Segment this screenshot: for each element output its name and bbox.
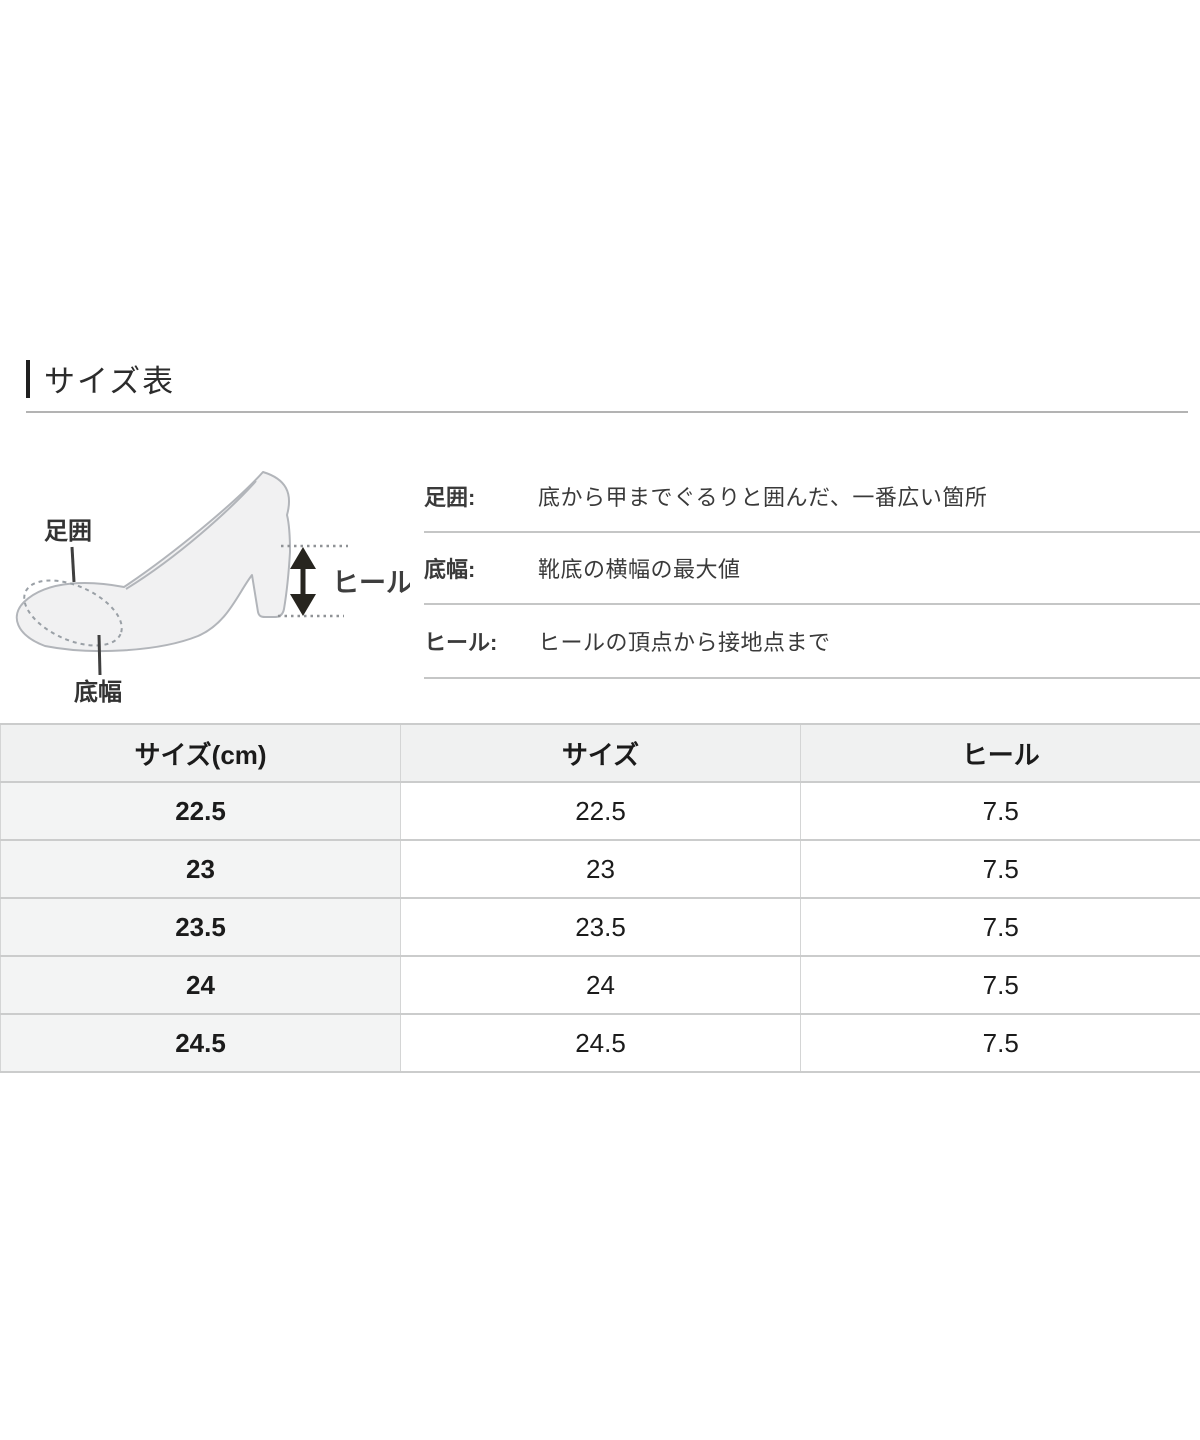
title-underline — [26, 411, 1188, 413]
title-block: サイズ表 — [26, 356, 175, 401]
table-row: 22.5 22.5 7.5 — [0, 781, 1200, 841]
size-cell: 23.5 — [400, 897, 801, 957]
sole-width-pointer-line — [97, 634, 102, 676]
toe-girth-dashed-ellipse — [23, 579, 123, 647]
column-header-size: サイズ — [400, 723, 801, 783]
definition-row-foot-girth: 足囲: 底から甲までぐるりと囲んだ、一番広い箇所 — [424, 461, 1200, 533]
definition-term: 足囲: — [424, 485, 476, 510]
definition-row-heel: ヒール: ヒールの頂点から接地点まで — [424, 605, 1200, 679]
table-header-row: サイズ(cm) サイズ ヒール — [0, 723, 1200, 783]
table-row: 23 23 7.5 — [0, 839, 1200, 899]
heel-cell: 7.5 — [800, 897, 1200, 957]
heel-cell: 7.5 — [800, 1013, 1200, 1073]
page-title: サイズ表 — [44, 364, 176, 399]
heel-height-arrow-icon — [290, 547, 316, 616]
definitions-list: 足囲: 底から甲までぐるりと囲んだ、一番広い箇所 底幅: 靴底の横幅の最大値 ヒ… — [424, 461, 1200, 679]
definition-description: 靴底の横幅の最大値 — [538, 557, 741, 582]
column-header-size-cm: サイズ(cm) — [0, 723, 401, 783]
table-row: 24.5 24.5 7.5 — [0, 1013, 1200, 1073]
column-header-heel: ヒール — [800, 723, 1200, 783]
size-cell: 24.5 — [400, 1013, 801, 1073]
heel-label: ヒール — [332, 568, 410, 598]
definition-term: ヒール: — [424, 630, 498, 655]
size-table-section: サイズ(cm) サイズ ヒール 22.5 22.5 7.5 23 23 7.5 … — [0, 723, 1200, 1073]
heel-cell: 7.5 — [800, 839, 1200, 899]
definition-term: 底幅: — [424, 557, 476, 582]
size-cell: 23 — [400, 839, 801, 899]
foot-girth-label: 足囲 — [44, 518, 92, 545]
heel-cell: 7.5 — [800, 781, 1200, 841]
title-accent-bar — [26, 359, 30, 398]
size-cell: 24 — [400, 955, 801, 1015]
table-row: 23.5 23.5 7.5 — [0, 897, 1200, 957]
definition-description: ヒールの頂点から接地点まで — [538, 630, 831, 655]
foot-girth-pointer-line — [70, 546, 76, 583]
size-cm-cell: 24.5 — [0, 1013, 401, 1073]
size-cm-cell: 23 — [0, 839, 401, 899]
size-cm-cell: 22.5 — [0, 781, 401, 841]
shoe-outline — [15, 471, 291, 653]
definition-description: 底から甲までぐるりと囲んだ、一番広い箇所 — [538, 485, 988, 510]
sole-width-label: 底幅 — [74, 678, 122, 705]
size-cm-cell: 24 — [0, 955, 401, 1015]
definition-row-sole-width: 底幅: 靴底の横幅の最大値 — [424, 533, 1200, 605]
table-row: 24 24 7.5 — [0, 955, 1200, 1015]
heel-cell: 7.5 — [800, 955, 1200, 1015]
size-cm-cell: 23.5 — [0, 897, 401, 957]
size-cell: 22.5 — [400, 781, 801, 841]
shoe-diagram: 足囲 底幅 ヒール — [15, 471, 410, 705]
size-table: サイズ(cm) サイズ ヒール 22.5 22.5 7.5 23 23 7.5 … — [0, 723, 1200, 1073]
shoe-opening-line — [125, 480, 257, 590]
